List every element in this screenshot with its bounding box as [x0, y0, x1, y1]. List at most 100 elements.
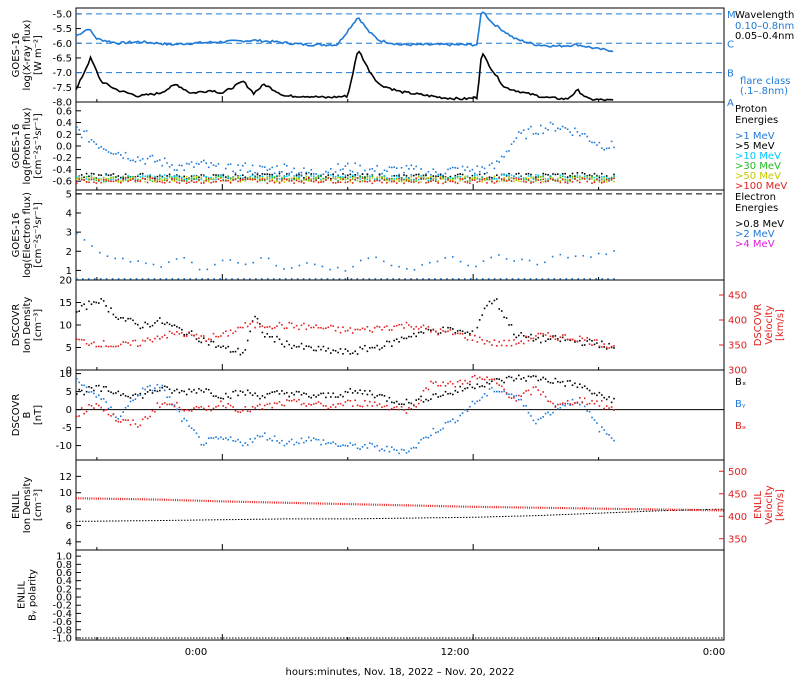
data-point: [554, 335, 557, 337]
data-point: [366, 177, 369, 179]
data-point: [256, 177, 259, 179]
data-point: [425, 177, 427, 180]
data-point: [344, 270, 347, 272]
data-point: [488, 164, 491, 166]
data-point: [283, 178, 286, 180]
data-point: [181, 420, 183, 423]
data-point: [561, 173, 564, 175]
data-point: [225, 437, 227, 439]
data-point: [242, 165, 244, 167]
y-axis-label-line: GOES-16: [11, 33, 22, 78]
data-point: [215, 178, 217, 181]
data-point: [395, 324, 398, 327]
data-point: [88, 300, 90, 303]
data-point: [574, 255, 577, 257]
data-point: [141, 158, 144, 160]
data-point: [525, 336, 527, 339]
data-point: [166, 386, 168, 388]
data-point: [190, 427, 193, 429]
y-tick-label: 0.4: [56, 118, 72, 129]
data-point: [189, 278, 191, 280]
data-point: [90, 178, 93, 181]
data-point: [332, 441, 334, 443]
data-point: [403, 403, 405, 406]
data-point: [439, 173, 442, 176]
data-point: [246, 444, 249, 446]
data-point: [137, 426, 139, 428]
data-point: [178, 327, 181, 329]
data-point: [105, 278, 108, 280]
data-point: [420, 177, 422, 180]
y2-tick-label: 350: [728, 534, 747, 545]
data-point: [85, 178, 88, 180]
y-axis-label-line: [cm⁻²s⁻¹sr⁻¹]: [33, 113, 44, 179]
data-point: [410, 179, 413, 181]
data-point: [298, 442, 300, 445]
data-point: [293, 178, 295, 181]
data-point: [124, 151, 127, 154]
data-point: [249, 170, 251, 172]
data-point: [535, 335, 537, 337]
data-point: [315, 349, 317, 352]
x-axis-label: hours:minutes, Nov. 18, 2022 – Nov. 20, …: [286, 667, 515, 678]
data-point: [588, 338, 591, 341]
data-point: [469, 383, 471, 386]
data-point: [530, 175, 532, 178]
data-point: [112, 177, 115, 180]
data-point: [95, 403, 98, 405]
data-point: [156, 179, 159, 182]
data-point: [127, 317, 129, 320]
data-point: [464, 278, 466, 280]
data-point: [391, 180, 393, 183]
data-point: [212, 174, 215, 176]
data-point: [469, 334, 471, 336]
data-point: [493, 167, 496, 170]
data-point: [219, 278, 221, 280]
data-point: [293, 326, 295, 329]
data-point: [452, 383, 454, 385]
data-point: [503, 339, 505, 342]
legend-entry: 0.10–0.8nm: [735, 21, 794, 32]
data-point: [496, 378, 498, 380]
data-point: [83, 339, 85, 341]
data-point: [317, 175, 320, 177]
data-point: [566, 338, 569, 341]
data-point: [518, 342, 520, 344]
data-point: [207, 166, 210, 169]
y-tick-label: 4: [66, 208, 72, 219]
y-tick-label: 0: [66, 405, 72, 416]
data-point: [552, 382, 554, 384]
data-point: [271, 327, 273, 330]
data-point: [112, 180, 115, 183]
data-point: [295, 390, 298, 393]
data-point: [88, 177, 90, 180]
data-point: [110, 180, 112, 183]
data-point: [371, 331, 374, 333]
data-point: [383, 177, 386, 179]
data-point: [90, 303, 93, 305]
data-point: [144, 180, 146, 183]
data-point: [244, 162, 247, 164]
data-point: [293, 182, 295, 184]
data-point: [525, 178, 527, 180]
data-point: [483, 378, 486, 381]
data-point: [405, 337, 408, 340]
data-point: [293, 175, 295, 177]
data-point: [271, 179, 273, 182]
data-point: [171, 325, 173, 327]
data-point: [547, 400, 549, 402]
data-point: [430, 173, 432, 176]
data-point: [527, 175, 530, 177]
data-point: [356, 172, 359, 174]
data-point: [222, 178, 225, 181]
data-point: [532, 340, 535, 342]
data-point: [435, 330, 437, 333]
data-point: [369, 179, 371, 181]
data-point: [271, 173, 273, 176]
series-points: [76, 278, 615, 280]
data-point: [178, 179, 181, 182]
data-point: [428, 278, 430, 280]
data-point: [522, 405, 525, 407]
data-point: [144, 388, 146, 391]
data-point: [200, 174, 203, 176]
